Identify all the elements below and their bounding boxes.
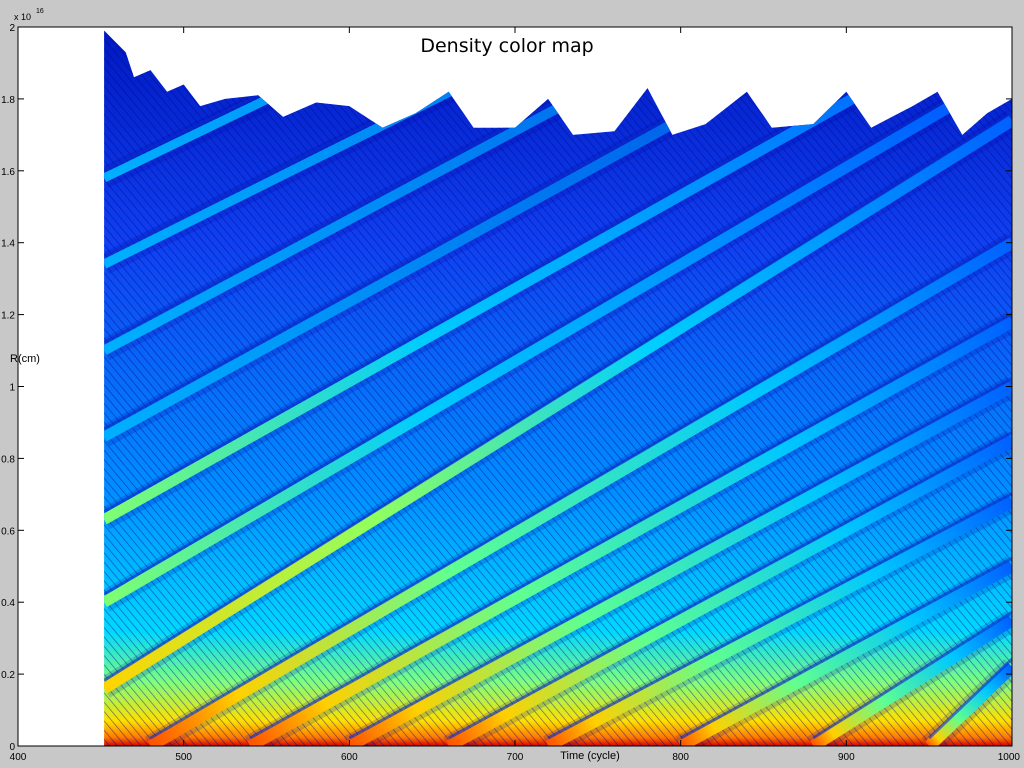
y-tick-label: 1.8 <box>1 95 15 106</box>
y-axis-label: R(cm) <box>10 353 40 365</box>
x-tick-label: 600 <box>341 752 358 763</box>
density-band <box>675 556 1012 746</box>
x-tick-label: 1000 <box>998 752 1021 763</box>
chart-title: Density color map <box>420 35 593 57</box>
density-band <box>244 312 1012 746</box>
x-tick-label: 700 <box>507 752 524 763</box>
y-tick-label: 1.2 <box>1 311 15 322</box>
y-tick-label: 0.8 <box>1 454 15 465</box>
y-tick-label: 0 <box>9 742 15 753</box>
x-tick-label: 500 <box>175 752 192 763</box>
density-bands <box>104 30 1012 746</box>
x-tick-label: 900 <box>838 752 855 763</box>
density-field <box>104 30 1012 746</box>
density-band <box>807 610 1012 746</box>
y-axis-exponent-power: 16 <box>36 8 44 15</box>
density-band <box>144 233 1012 746</box>
density-band <box>443 430 1012 746</box>
x-axis-ticks: 400 500 600 700 800 900 1000 <box>10 27 1021 763</box>
y-tick-label: 1.6 <box>1 167 15 178</box>
y-axis-exponent: x 10 <box>14 12 31 22</box>
density-band <box>921 657 1012 746</box>
y-axis-ticks: 0 0.2 0.4 0.6 0.8 1 1.2 1.4 1.6 1.8 2 <box>1 23 1012 753</box>
y-tick-label: 1.4 <box>1 239 15 250</box>
density-band <box>543 491 1012 746</box>
y-tick-label: 0.4 <box>1 598 15 609</box>
y-tick-label: 1 <box>9 383 15 394</box>
density-band <box>104 30 1012 188</box>
density-band <box>104 111 1012 698</box>
x-tick-label: 800 <box>672 752 689 763</box>
y-tick-label: 2 <box>9 23 15 34</box>
x-tick-label: 400 <box>10 752 27 763</box>
x-axis-label: Time (cycle) <box>560 750 619 762</box>
density-band <box>104 30 1012 447</box>
y-tick-label: 0.6 <box>1 526 15 537</box>
y-tick-label: 0.2 <box>1 670 15 681</box>
density-band <box>344 376 1012 746</box>
density-band <box>104 60 1012 612</box>
y-exponent-base: x 10 <box>14 12 31 22</box>
